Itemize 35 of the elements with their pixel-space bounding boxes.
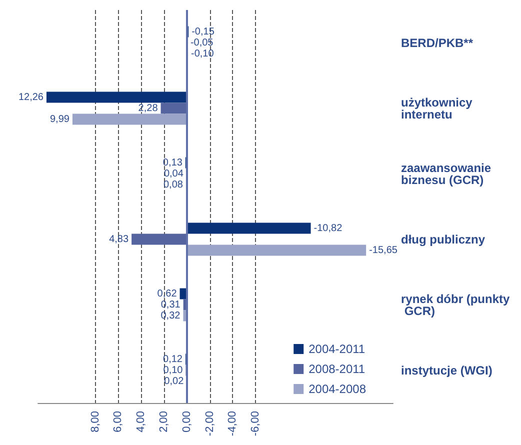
data-label: 0,02 (164, 376, 184, 387)
data-label: -0,05 (190, 37, 214, 48)
x-tick-label: 0,00 (180, 411, 193, 432)
data-label: 0,31 (160, 299, 181, 310)
x-tick-label: 8,00 (89, 411, 102, 432)
data-label: 0,08 (163, 179, 184, 190)
y-tick-label: użytkownicy internetu (401, 95, 476, 122)
data-label: 9,99 (50, 114, 70, 125)
legend-label: 2004-2011 (308, 342, 366, 356)
x-tick-label: 6,00 (112, 411, 124, 432)
y-tick-label: rynek dóbr (punkty GCR) (401, 292, 510, 318)
data-label: 0,62 (157, 288, 178, 300)
data-label: -15,65 (369, 244, 398, 256)
y-tick-label: dług publiczny (401, 232, 486, 246)
x-tick-label: -6,00 (250, 411, 262, 436)
data-label: 0,10 (163, 364, 184, 376)
data-label: 0,04 (164, 168, 184, 180)
y-tick-label: BERD/PKB** (401, 36, 474, 50)
data-label: 2,28 (138, 102, 158, 114)
data-label: 4,83 (109, 234, 129, 245)
x-tick-label: 4,00 (135, 411, 148, 432)
x-tick-label: -2,00 (204, 411, 216, 436)
data-label: 0,32 (160, 310, 181, 322)
data-label: 0,13 (162, 157, 183, 168)
y-tick-label: zaawansowanie biznesu (GCR) (401, 160, 494, 187)
y-tick-label: instytucje (WGI) (401, 363, 492, 378)
legend-label: 2008-2011 (308, 362, 366, 376)
data-label: -10,82 (314, 222, 343, 234)
data-label: -0,15 (192, 26, 215, 38)
x-tick-label: -4,00 (226, 411, 239, 436)
data-label: -0,10 (191, 48, 214, 60)
legend-label: 2004-2008 (308, 382, 366, 396)
data-label: 0,12 (163, 354, 183, 365)
data-label: 12,26 (18, 92, 44, 103)
x-tick-label: 2,00 (158, 411, 170, 432)
